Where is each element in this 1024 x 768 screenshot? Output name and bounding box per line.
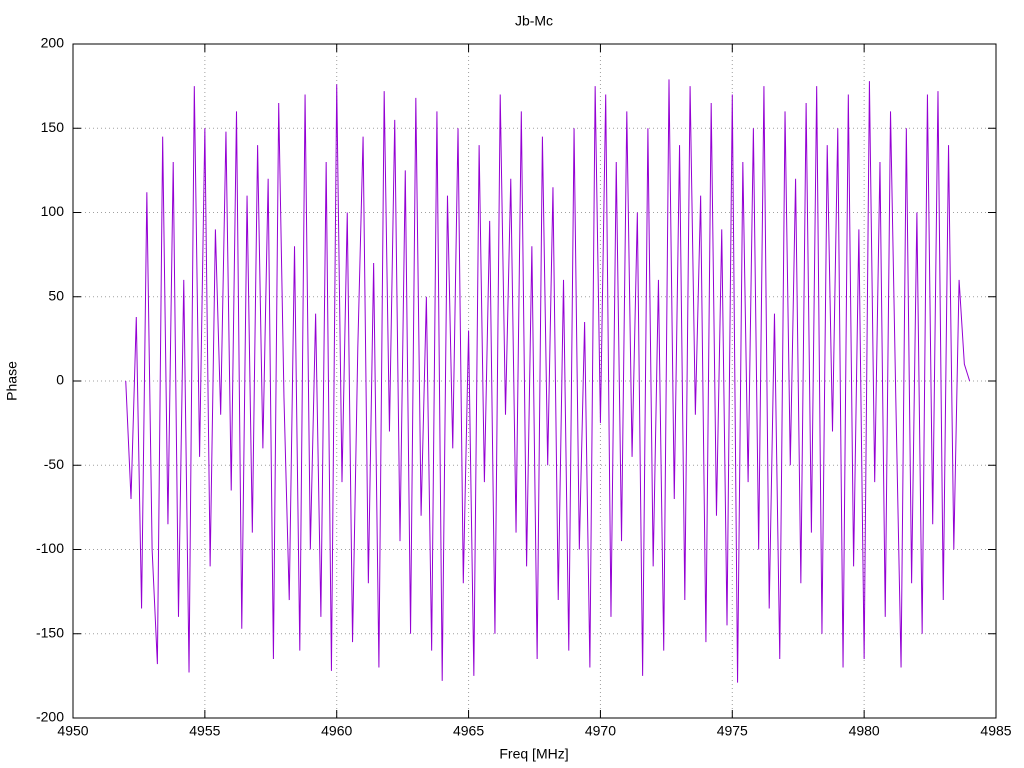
x-axis-label: Freq [MHz] — [499, 746, 568, 762]
plot-border — [72, 43, 997, 719]
x-tick-label: 4955 — [189, 723, 220, 739]
x-tick-label: 4975 — [717, 723, 748, 739]
x-tick-label: 4950 — [57, 723, 88, 739]
x-tick-label: 4970 — [585, 723, 616, 739]
y-tick-label: -100 — [36, 540, 64, 556]
y-tick-label: -200 — [36, 709, 64, 725]
x-tick-label: 4980 — [849, 723, 880, 739]
y-tick-label: 100 — [41, 203, 65, 219]
x-tick-label: 4960 — [321, 723, 352, 739]
y-tick-label: 50 — [48, 287, 64, 303]
data-line — [125, 79, 971, 683]
chart-title: Jb-Mc — [515, 13, 553, 29]
y-tick-label: -150 — [36, 624, 64, 640]
x-tick-label: 4985 — [980, 723, 1011, 739]
y-tick-label: 200 — [41, 35, 65, 51]
y-tick-label: 0 — [56, 372, 64, 388]
x-tick-label: 4965 — [453, 723, 484, 739]
y-tick-label: -50 — [44, 456, 64, 472]
y-axis-label: Phase — [4, 361, 20, 401]
y-tick-label: 150 — [41, 119, 65, 135]
